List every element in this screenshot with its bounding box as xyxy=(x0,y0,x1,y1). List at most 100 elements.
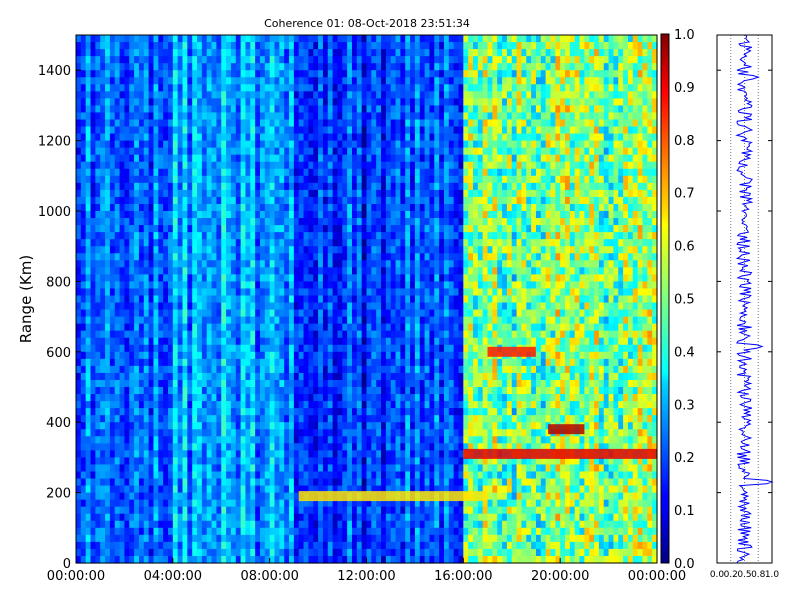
heatmap-cell xyxy=(76,387,82,395)
heatmap-cell xyxy=(327,337,334,346)
heatmap-cell xyxy=(158,422,164,430)
heatmap-cell xyxy=(85,309,92,318)
heatmap-cell xyxy=(158,35,164,43)
heatmap-cell xyxy=(109,274,116,282)
heatmap-cell xyxy=(124,387,130,395)
heatmap-cell xyxy=(245,49,251,57)
heatmap-cell xyxy=(192,429,198,437)
heatmap-cell xyxy=(376,499,382,508)
heatmap-cell xyxy=(90,330,96,339)
heatmap-cell xyxy=(351,161,358,170)
heatmap-cell xyxy=(361,126,368,135)
heatmap-cell xyxy=(327,344,334,353)
heatmap-cell xyxy=(153,365,159,374)
heatmap-cell xyxy=(255,394,261,402)
heatmap-cell xyxy=(197,246,203,254)
heatmap-cell xyxy=(245,379,251,388)
heatmap-cell xyxy=(240,302,247,311)
heatmap-cell xyxy=(361,499,368,508)
heatmap-cell xyxy=(226,218,232,226)
heatmap-cell xyxy=(134,119,140,128)
heatmap-cell xyxy=(293,344,300,353)
heatmap-cell xyxy=(240,119,247,128)
heatmap-cell xyxy=(318,443,324,451)
heatmap-cell xyxy=(76,189,82,198)
heatmap-cell xyxy=(153,253,159,261)
heatmap-cell xyxy=(385,239,392,247)
heatmap-cell xyxy=(197,541,203,550)
heatmap-cell xyxy=(245,415,251,423)
heatmap-cell xyxy=(274,281,280,290)
heatmap-cell xyxy=(332,485,339,494)
heatmap-cell xyxy=(206,182,213,191)
heatmap-cell xyxy=(342,105,348,114)
heatmap-cell xyxy=(90,520,96,529)
heatmap-cell xyxy=(250,478,256,487)
heatmap-cell xyxy=(119,337,126,346)
heatmap-cell xyxy=(240,443,247,451)
heatmap-cell xyxy=(95,274,101,282)
heatmap-cell xyxy=(284,98,290,106)
heatmap-cell xyxy=(361,281,368,290)
heatmap-cell xyxy=(192,408,198,416)
heatmap-cell xyxy=(279,239,285,247)
heatmap-cell xyxy=(100,70,106,78)
heatmap-cell xyxy=(177,91,184,99)
heatmap-cell xyxy=(124,63,130,71)
heatmap-cell xyxy=(361,408,368,416)
heatmap-cell xyxy=(269,394,276,402)
heatmap-cell xyxy=(153,450,159,458)
heatmap-cell xyxy=(143,295,150,304)
heatmap-cell xyxy=(381,189,387,198)
heatmap-cell xyxy=(143,119,150,128)
heatmap-cell xyxy=(216,478,222,487)
heatmap-cell xyxy=(109,77,116,85)
heatmap-cell xyxy=(167,140,174,149)
heatmap-cell xyxy=(318,281,324,290)
heatmap-cell xyxy=(177,154,184,163)
heatmap-cell xyxy=(332,351,339,360)
heatmap-cell xyxy=(303,189,309,198)
heatmap-cell xyxy=(371,450,377,458)
heatmap-cell xyxy=(351,288,358,297)
heatmap-cell xyxy=(255,450,261,458)
heatmap-cell xyxy=(216,189,222,198)
heatmap-cell xyxy=(303,401,309,409)
heatmap-cell xyxy=(293,112,300,121)
heatmap-cell xyxy=(163,527,169,536)
heatmap-cell xyxy=(381,161,387,170)
heatmap-cell xyxy=(390,457,397,466)
heatmap-cell xyxy=(289,450,295,458)
heatmap-cell xyxy=(361,49,368,57)
heatmap-cell xyxy=(148,274,155,282)
heatmap-cell xyxy=(76,408,82,416)
heatmap-cell xyxy=(90,267,96,275)
heatmap-cell xyxy=(289,302,295,311)
heatmap-cell xyxy=(351,246,358,254)
heatmap-cell xyxy=(95,443,101,451)
heatmap-cell xyxy=(100,267,106,275)
heatmap-cell xyxy=(318,161,324,170)
heatmap-cell xyxy=(332,288,339,297)
heatmap-cell xyxy=(192,84,198,92)
heatmap-cell xyxy=(313,422,319,430)
heatmap-cell xyxy=(259,302,266,311)
heatmap-cell xyxy=(148,408,155,416)
heatmap-cell xyxy=(279,84,285,92)
heatmap-cell xyxy=(308,358,314,367)
heatmap-cell xyxy=(264,323,271,332)
heatmap-cell xyxy=(318,415,324,423)
heatmap-cell xyxy=(100,63,106,71)
heatmap-cell xyxy=(119,492,126,501)
heatmap-cell xyxy=(216,154,222,163)
heatmap-cell xyxy=(264,42,271,50)
heatmap-cell xyxy=(134,534,140,543)
heatmap-cell xyxy=(322,189,329,198)
heatmap-cell xyxy=(105,492,111,501)
heatmap-cell xyxy=(361,196,368,205)
heatmap-cell xyxy=(129,182,135,191)
heatmap-cell xyxy=(221,161,227,170)
heatmap-cell xyxy=(347,358,353,367)
heatmap-cell xyxy=(90,506,96,515)
heatmap-cell xyxy=(322,91,329,99)
